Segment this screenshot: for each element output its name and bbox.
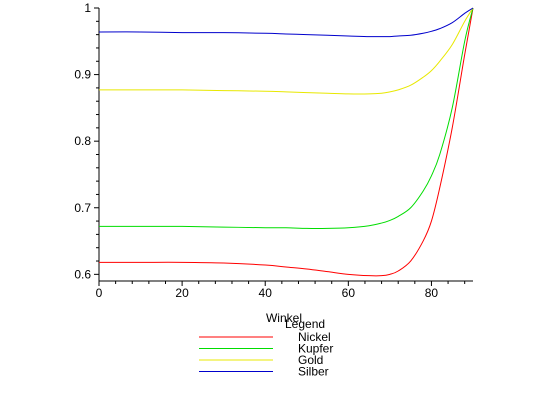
- legend-title: Legend: [285, 317, 325, 331]
- series-line-silber: [98, 7, 474, 38]
- series-line-gold: [99, 7, 474, 95]
- x-axis-label: Winkel: [266, 311, 302, 325]
- y-tick-label: 1: [84, 1, 91, 15]
- x-tick-label: 60: [342, 286, 356, 300]
- x-tick-label: 80: [425, 286, 439, 300]
- y-tick-label: 0.6: [74, 267, 91, 281]
- y-tick-label: 0.9: [74, 68, 91, 82]
- legend-label-gold: Gold: [298, 353, 323, 367]
- chart-axes: 0 20 40 60 80 0.6 0.7 0.8 0.9 1: [74, 1, 473, 300]
- y-tick-label: 0.7: [74, 201, 91, 215]
- chart-lines: [98, 7, 474, 277]
- x-tick-label: 0: [96, 286, 103, 300]
- y-tick-label: 0.8: [74, 134, 91, 148]
- legend-label-silber: Silber: [298, 365, 329, 379]
- x-tick-label: 40: [259, 286, 273, 300]
- legend-label-nickel: Nickel: [298, 330, 331, 344]
- series-line-nickel: [98, 7, 474, 277]
- x-tick-label: 20: [175, 286, 189, 300]
- series-line-kupfer: [99, 7, 474, 229]
- legend-label-kupfer: Kupfer: [298, 342, 333, 356]
